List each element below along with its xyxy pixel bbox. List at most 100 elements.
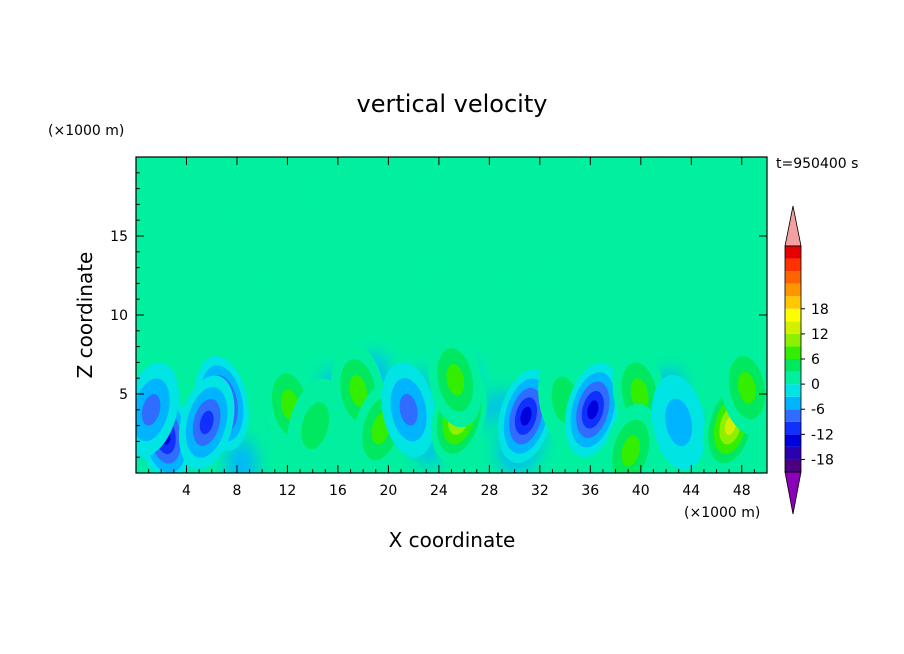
chart-title: vertical velocity [357, 90, 548, 118]
x-tick-label: 4 [182, 483, 191, 499]
texture-patch [394, 241, 454, 257]
texture-patch [197, 194, 244, 234]
colorbar-swatch [785, 258, 801, 272]
texture-patch [510, 337, 549, 353]
x-tick-label: 12 [279, 483, 297, 499]
texture-patch [372, 310, 411, 323]
contour-band [737, 371, 756, 404]
colorbar-tick-label: -6 [811, 402, 825, 418]
colorbar-swatch [785, 246, 801, 259]
velocity-cell [651, 374, 706, 470]
x-tick-label: 32 [531, 483, 549, 499]
colorbar-swatch [785, 396, 801, 410]
texture-patch [346, 271, 370, 310]
texture-patch [642, 313, 678, 338]
colorbar-tick-label: 6 [811, 352, 820, 368]
contour-band [141, 394, 161, 426]
colorbar-swatch [785, 384, 801, 397]
texture-patch [423, 255, 483, 288]
contour-band [520, 406, 532, 426]
x-tick-label: 20 [379, 483, 397, 499]
texture-patch [136, 314, 177, 347]
texture-patch [245, 247, 280, 261]
colorbar-swatch [785, 434, 801, 447]
x-tick-label: 44 [682, 483, 700, 499]
z-axis: 5 10 15 [110, 172, 767, 458]
texture-patch [423, 297, 461, 325]
texture-patch [422, 199, 478, 237]
x-tick-label: 28 [480, 483, 498, 499]
x-tick-label: 16 [329, 483, 347, 499]
velocity-cell [719, 340, 767, 436]
velocity-cells [136, 332, 767, 473]
x-axis-title: X coordinate [389, 528, 516, 552]
colorbar-swatch [785, 271, 801, 284]
texture-patch [677, 157, 715, 187]
x-tick-label: 24 [430, 483, 448, 499]
z-tick-label: 10 [110, 308, 128, 324]
texture-patch [572, 220, 605, 243]
velocity-cell [178, 375, 235, 470]
colorbar-swatch [785, 459, 801, 472]
texture-patch [493, 251, 518, 292]
texture-patch [230, 348, 255, 362]
colorbar-swatch [785, 371, 801, 385]
colorbar-tick-label: 0 [811, 377, 820, 393]
texture-patch [181, 262, 244, 280]
velocity-cell [428, 332, 483, 428]
plot-area [135, 156, 768, 474]
texture-patch [400, 170, 447, 196]
texture-patch [455, 157, 504, 177]
texture-patch [395, 157, 455, 176]
x-tick-label: 8 [232, 483, 241, 499]
texture-patch [630, 268, 655, 287]
texture-patch [730, 245, 753, 269]
velocity-field [136, 157, 767, 473]
contour-band [665, 398, 693, 447]
contour-band [587, 400, 599, 420]
colorbar-swatch [785, 409, 801, 422]
colorbar-swatch [785, 346, 801, 359]
texture-patch [521, 265, 575, 299]
colorbar-under-arrow [784, 471, 802, 515]
texture-patch [719, 282, 759, 309]
velocity-cell [602, 403, 659, 473]
texture-patch [391, 266, 436, 304]
texture-patch [172, 174, 197, 189]
colorbar: 18 12 6 0 -6 -12 -18 [784, 205, 834, 515]
x-tick-label: 48 [733, 483, 751, 499]
z-tick-label: 15 [110, 229, 128, 245]
texture-patch [223, 157, 264, 170]
colorbar-tick-label: 18 [811, 302, 829, 318]
colorbar-swatch [785, 296, 801, 309]
texture-patch [446, 183, 504, 200]
colorbar-swatch [785, 359, 801, 372]
texture-patch [457, 295, 493, 315]
texture-patch [266, 171, 307, 191]
colorbar-swatch [785, 333, 801, 347]
contour-band [446, 363, 465, 396]
x-tick-label: 40 [632, 483, 650, 499]
colorbar-tick-label: -18 [811, 452, 834, 468]
texture-patch [148, 266, 189, 307]
colorbar-tick-label: -12 [811, 427, 834, 443]
texture-patch [236, 210, 268, 244]
contour-band [301, 402, 330, 450]
time-label: t=950400 s [776, 156, 858, 172]
contour-band [349, 375, 368, 407]
colorbar-over-arrow [784, 205, 802, 247]
texture-patch [621, 328, 649, 341]
velocity-cell [565, 362, 621, 457]
velocity-cell [287, 378, 343, 473]
contour-band [621, 435, 640, 467]
texture-patch [276, 305, 329, 322]
texture-patch [277, 185, 336, 225]
velocity-cell [381, 362, 436, 458]
texture-patch [293, 281, 328, 299]
texture-patch [526, 322, 577, 340]
colorbar-tick-label: 12 [811, 327, 829, 343]
x-tick-label: 36 [581, 483, 599, 499]
texture-patch [382, 333, 446, 361]
contour-band [630, 378, 649, 410]
